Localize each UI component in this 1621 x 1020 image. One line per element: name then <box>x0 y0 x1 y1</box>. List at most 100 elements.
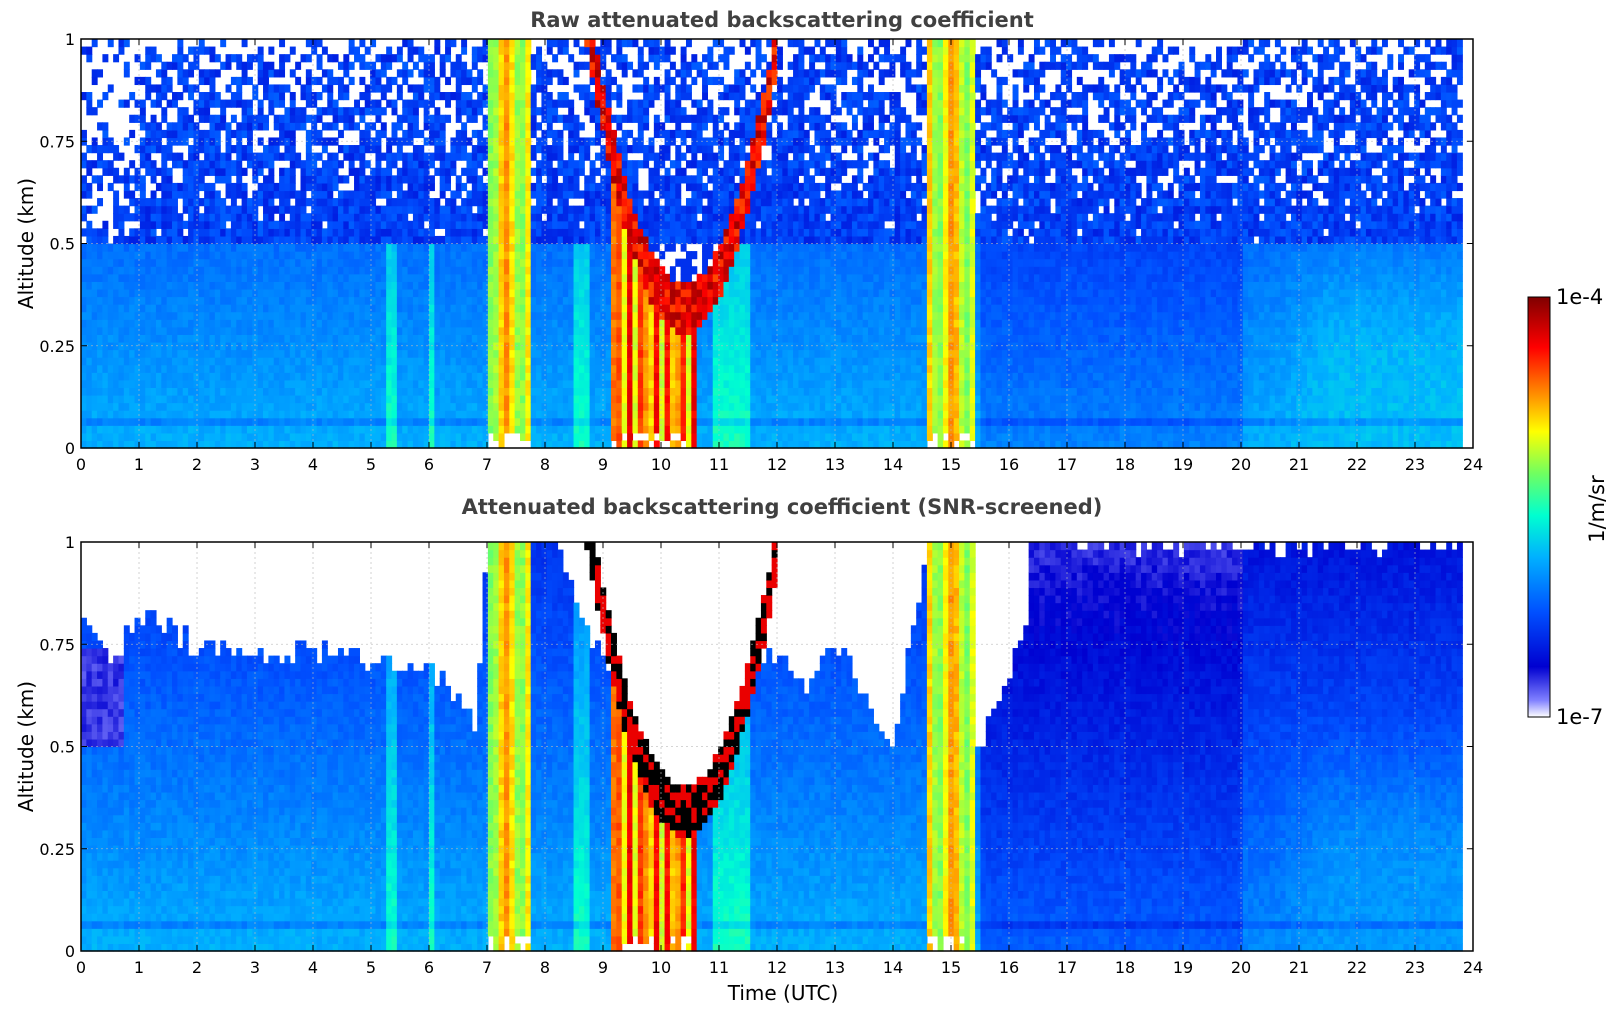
heatmap-cell <box>295 394 302 404</box>
heatmap-cell <box>91 281 98 290</box>
heatmap-cell <box>648 182 655 192</box>
heatmap-cell <box>562 46 569 55</box>
heatmap-cell <box>123 440 130 449</box>
heatmap-cell <box>530 402 537 411</box>
heatmap-cell <box>621 190 628 199</box>
heatmap-cell <box>578 122 585 131</box>
heatmap-cell <box>220 220 227 229</box>
heatmap-cell <box>477 258 484 267</box>
heatmap-cell <box>471 288 478 298</box>
heatmap-cell <box>343 84 350 93</box>
heatmap-cell <box>578 266 585 275</box>
heatmap-cell <box>536 160 543 169</box>
heatmap-cell <box>236 417 243 426</box>
heatmap-cell <box>445 220 452 229</box>
heatmap-cell <box>204 99 211 108</box>
heatmap-cell <box>573 114 580 123</box>
heatmap-cell <box>621 39 628 48</box>
heatmap-cell <box>578 402 585 411</box>
heatmap-cell <box>471 107 478 116</box>
heatmap-cell <box>498 175 505 184</box>
heatmap-cell <box>482 122 489 131</box>
heatmap-cell <box>487 205 494 214</box>
heatmap-cell <box>188 122 195 131</box>
heatmap-cell <box>273 372 280 381</box>
heatmap-cell <box>252 334 259 343</box>
heatmap-cell <box>530 251 537 260</box>
heatmap-cell <box>562 288 569 298</box>
heatmap-cell <box>284 417 291 426</box>
heatmap-cell <box>541 379 548 388</box>
heatmap-cell <box>81 228 87 237</box>
heatmap-cell <box>637 319 644 328</box>
heatmap-cell <box>477 341 484 351</box>
heatmap-cell <box>503 273 510 282</box>
heatmap-cell <box>295 243 302 252</box>
heatmap-cell <box>461 61 468 70</box>
heatmap-cell <box>477 46 484 55</box>
heatmap-cell <box>263 182 269 192</box>
heatmap-cell <box>343 122 350 131</box>
heatmap-cell <box>605 167 612 176</box>
heatmap-cell <box>155 129 162 139</box>
heatmap-cell <box>386 417 393 426</box>
heatmap-cell <box>503 198 510 207</box>
heatmap-cell <box>520 198 526 207</box>
heatmap-cell <box>359 304 366 313</box>
heatmap-cell <box>562 175 569 184</box>
heatmap-cell <box>252 92 259 101</box>
heatmap-cell <box>354 175 360 184</box>
heatmap-cell <box>514 76 521 86</box>
heatmap-cell <box>653 46 660 55</box>
heatmap-cell <box>578 273 585 282</box>
heatmap-cell <box>230 410 237 419</box>
heatmap-cell <box>343 273 350 282</box>
heatmap-cell <box>536 304 543 313</box>
heatmap-cell <box>375 84 382 93</box>
heatmap-cell <box>230 235 237 245</box>
heatmap-cell <box>477 281 484 290</box>
heatmap-cell <box>514 304 521 313</box>
heatmap-cell <box>316 152 323 161</box>
heatmap-cell <box>364 198 371 207</box>
heatmap-cell <box>402 304 409 313</box>
heatmap-cell <box>81 296 87 305</box>
heatmap-cell <box>295 357 302 366</box>
heatmap-cell <box>578 145 585 154</box>
heatmap-cell <box>525 205 532 214</box>
heatmap-cell <box>487 84 494 93</box>
heatmap-cell <box>418 440 425 449</box>
heatmap-cell <box>145 54 152 63</box>
heatmap-cell <box>659 387 666 396</box>
heatmap-cell <box>134 349 141 358</box>
heatmap-cell <box>311 167 318 176</box>
heatmap-cell <box>477 107 484 116</box>
heatmap-cell <box>429 99 435 108</box>
heatmap-cell <box>273 152 280 161</box>
heatmap-cell <box>616 372 623 381</box>
heatmap-cell <box>546 394 553 404</box>
heatmap-cell <box>412 99 419 108</box>
heatmap-cell <box>380 182 387 192</box>
heatmap-cell <box>632 296 639 305</box>
heatmap-cell <box>396 334 403 343</box>
heatmap-cell <box>321 266 328 275</box>
heatmap-cell <box>594 69 601 78</box>
heatmap-cell <box>177 92 184 101</box>
heatmap-cell <box>354 402 360 411</box>
heatmap-cell <box>107 364 114 373</box>
heatmap-cell <box>578 394 585 404</box>
heatmap-cell <box>466 190 473 199</box>
heatmap-cell <box>471 175 478 184</box>
heatmap-cell <box>145 145 152 154</box>
heatmap-cell <box>225 190 232 199</box>
heatmap-cell <box>172 205 178 214</box>
heatmap-cell <box>487 296 494 305</box>
heatmap-cell <box>434 243 441 252</box>
heatmap-cell <box>429 349 435 358</box>
heatmap-cell <box>86 251 93 260</box>
heatmap-cell <box>139 349 146 358</box>
heatmap-cell <box>311 213 318 222</box>
heatmap-cell <box>305 326 312 335</box>
heatmap-cell <box>498 319 505 328</box>
